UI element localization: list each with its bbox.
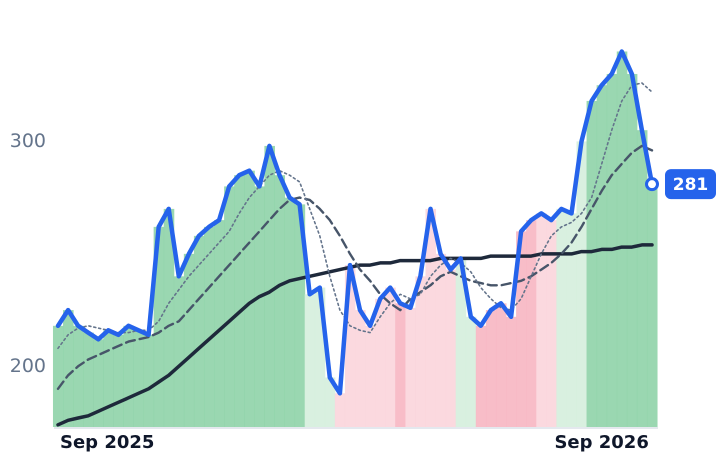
regime-column: [626, 73, 638, 427]
regime-column: [244, 170, 255, 427]
regime-column: [355, 310, 366, 427]
regime-column: [586, 100, 598, 427]
regime-column: [616, 51, 628, 428]
regime-column: [405, 307, 416, 427]
regime-column: [284, 197, 296, 427]
regime-column: [536, 213, 547, 427]
regime-column: [566, 213, 577, 427]
x-tick-label: Sep 2026: [554, 432, 648, 453]
regime-column: [143, 334, 155, 427]
regime-column: [52, 325, 64, 427]
regime-column: [546, 220, 557, 427]
regime-column: [103, 330, 114, 427]
regime-column: [516, 231, 527, 427]
regime-column: [83, 332, 94, 427]
regime-column: [234, 175, 245, 427]
regime-column: [495, 303, 507, 427]
last-price-badge: [665, 169, 716, 200]
regime-column: [73, 325, 84, 427]
regime-column: [636, 130, 648, 428]
regime-column: [334, 393, 346, 427]
regime-column: [324, 377, 336, 427]
moving-average-line: [57, 82, 653, 350]
regime-column: [314, 287, 326, 427]
regime-column: [475, 325, 487, 427]
regime-column: [173, 276, 185, 427]
regime-column: [123, 325, 135, 427]
regime-column: [455, 258, 467, 427]
price-line: [55, 49, 655, 396]
regime-column: [435, 253, 447, 427]
x-tick-label: Sep 2025: [60, 432, 154, 453]
y-tick-label: 300: [10, 130, 46, 152]
regime-column: [365, 325, 376, 427]
regime-column: [465, 316, 477, 427]
regime-column: [163, 208, 175, 427]
regime-column: [415, 276, 426, 427]
regime-column: [646, 184, 658, 427]
regime-column: [183, 253, 195, 427]
moving-average-line: [56, 144, 654, 390]
regime-column: [93, 339, 104, 427]
regime-column: [63, 310, 74, 427]
regime-column: [224, 186, 235, 427]
regime-column: [385, 287, 396, 427]
regime-column: [485, 310, 497, 427]
regime-column: [254, 186, 265, 427]
regime-column: [395, 303, 406, 427]
regime-column: [113, 334, 124, 427]
regime-column: [445, 269, 457, 427]
moving-average-line: [56, 243, 654, 427]
regime-column: [133, 330, 145, 427]
regime-column: [274, 175, 286, 427]
regime-column: [344, 265, 356, 427]
last-price-label: 281: [673, 175, 709, 195]
regime-column: [576, 141, 588, 427]
y-tick-label: 200: [10, 355, 46, 377]
regime-column: [526, 220, 537, 427]
regime-column: [304, 294, 316, 427]
regime-column: [203, 226, 215, 427]
regime-column: [153, 226, 165, 427]
regime-column: [556, 208, 567, 427]
last-price-dot: [645, 177, 659, 192]
regime-column: [294, 204, 306, 427]
regime-column: [425, 208, 437, 427]
regime-column: [214, 220, 225, 427]
regime-column: [506, 316, 517, 427]
regime-column: [264, 145, 275, 427]
regime-column: [596, 85, 608, 427]
regime-column: [193, 235, 205, 427]
regime-column: [375, 298, 386, 427]
